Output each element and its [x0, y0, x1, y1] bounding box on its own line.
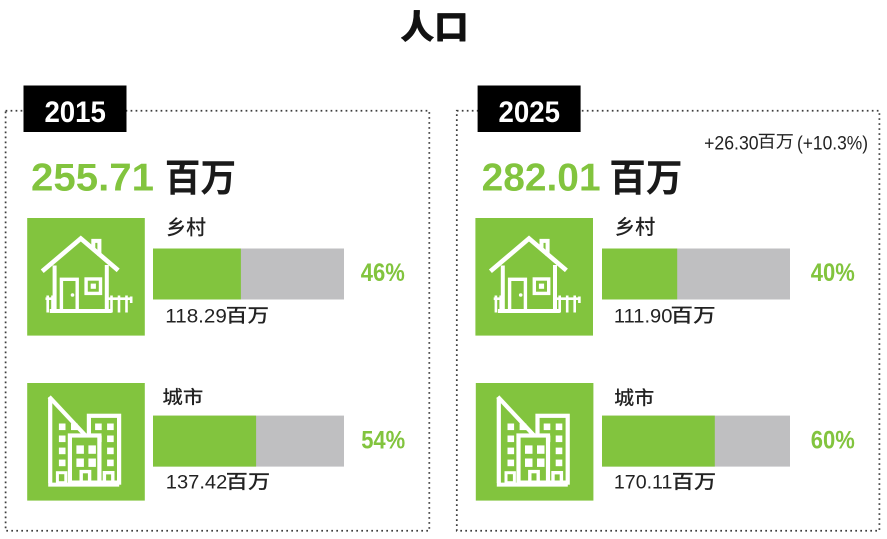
svg-text:111.90: 111.90: [614, 306, 673, 327]
svg-text:255.71: 255.71: [31, 156, 154, 199]
svg-text:46%: 46%: [361, 259, 405, 287]
svg-text:2015: 2015: [44, 96, 106, 129]
svg-text:60%: 60%: [811, 426, 855, 454]
svg-text:282.01: 282.01: [482, 156, 601, 199]
svg-text:137.42: 137.42: [166, 473, 228, 494]
svg-text:+26.30: +26.30: [704, 133, 759, 154]
svg-text:40%: 40%: [811, 259, 855, 287]
svg-text:54%: 54%: [361, 426, 405, 454]
svg-text:2025: 2025: [499, 96, 561, 129]
svg-text:170.11: 170.11: [614, 473, 673, 494]
svg-text:118.29: 118.29: [165, 306, 227, 327]
svg-text:(+10.3%): (+10.3%): [797, 133, 868, 154]
